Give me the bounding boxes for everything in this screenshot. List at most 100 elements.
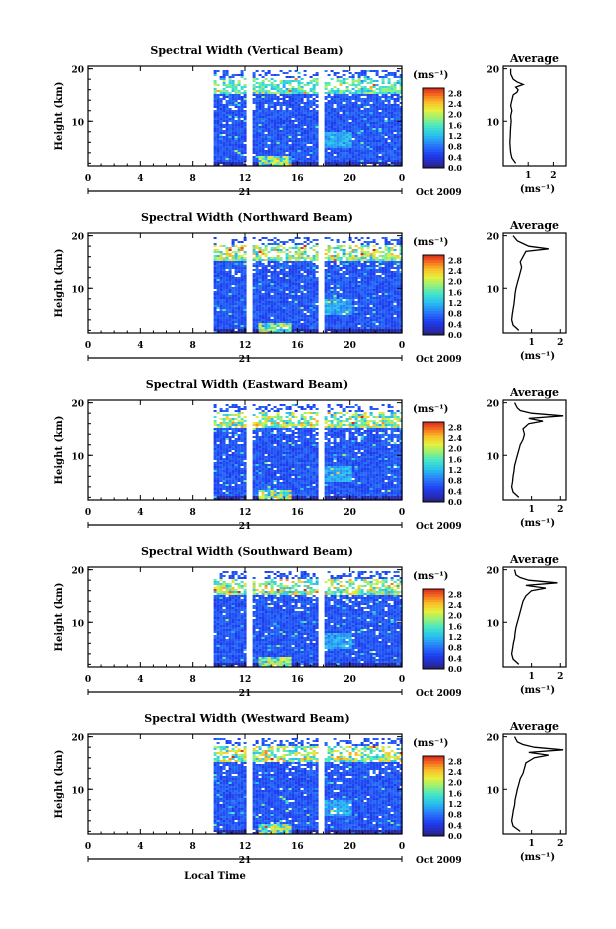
heatmap-cell [303,325,307,327]
heatmap-cell [234,315,238,317]
heatmap-cell [285,273,289,275]
heatmap-cell [357,261,361,263]
heatmap-cell [312,84,316,86]
heatmap-cell [375,96,379,98]
heatmap-cell [372,321,376,323]
heatmap-cell [243,138,247,140]
heatmap-cell [234,279,238,281]
heatmap-cell [276,263,280,265]
heatmap-cell [222,319,226,321]
heatmap-cell [324,114,328,116]
heatmap-cell [300,255,304,257]
heatmap-cell [297,267,301,269]
heatmap-cell [324,88,328,90]
heatmap-cell [360,323,364,325]
heatmap-cell [222,130,226,132]
heatmap-cell [360,325,364,327]
heatmap-cell [363,253,367,255]
heatmap-cell [258,90,262,92]
heatmap-cell [243,134,247,136]
heatmap-cell [219,140,223,142]
heatmap-cell [324,291,328,293]
heatmap-cell [216,140,220,142]
heatmap-cell [255,257,259,259]
heatmap-cell [285,112,289,114]
heatmap-cell [252,134,256,136]
heatmap-cell [339,150,343,152]
heatmap-cell [357,307,361,309]
heatmap-cell [324,138,328,140]
heatmap-cell [270,112,274,114]
heatmap-cell [330,301,334,303]
heatmap-cell [255,162,259,164]
heatmap-cell [309,311,313,313]
heatmap-cell [363,132,367,134]
heatmap-cell [219,76,223,78]
heatmap-cell [234,126,238,128]
heatmap-cell [270,94,274,96]
heatmap-cell [342,98,346,100]
heatmap-cell [225,273,229,275]
heatmap-cell [330,287,334,289]
heatmap-cell [261,267,265,269]
heatmap-cell [294,108,298,110]
heatmap-cell [339,289,343,291]
heatmap-cell [273,285,277,287]
heatmap-cell [252,299,256,301]
heatmap-cell [351,281,355,283]
heatmap-cell [285,275,289,277]
heatmap-cell [366,321,370,323]
heatmap-cell [282,247,286,249]
heatmap-cell [240,156,244,158]
heatmap-cell [252,311,256,313]
heatmap-cell [258,317,262,319]
heatmap-cell [294,251,298,253]
heatmap-cell [312,136,316,138]
heatmap-cell [228,128,232,130]
heatmap-cell [303,120,307,122]
heatmap-cell [348,122,352,124]
heatmap-cell [309,130,313,132]
heatmap-cell [333,96,337,98]
heatmap-cell [261,321,265,323]
heatmap-cell [288,84,292,86]
heatmap-cell [351,283,355,285]
heatmap-cell [375,94,379,96]
heatmap-cell [387,142,391,144]
heatmap-cell [288,239,292,241]
heatmap-cell [216,162,220,164]
heatmap-cell [324,279,328,281]
heatmap-cell [336,124,340,126]
heatmap-cell [285,102,289,104]
heatmap-cell [297,295,301,297]
heatmap-cell [273,148,277,150]
heatmap-cell [312,90,316,92]
heatmap-cell [357,277,361,279]
heatmap-cell [363,277,367,279]
heatmap-cell [315,277,319,279]
heatmap-cell [396,154,400,156]
heatmap-cell [366,317,370,319]
heatmap-cell [345,114,349,116]
heatmap-cell [324,106,328,108]
heatmap-cell [357,247,361,249]
heatmap-cell [315,265,319,267]
heatmap-cell [237,293,241,295]
heatmap-cell [288,301,292,303]
heatmap-cell [399,243,403,245]
heatmap-cell [363,144,367,146]
heatmap-cell [354,291,358,293]
heatmap-cell [288,303,292,305]
heatmap-cell [348,108,352,110]
heatmap-cell [372,104,376,106]
heatmap-cell [390,128,394,130]
heatmap-cell [216,138,220,140]
heatmap-cell [240,114,244,116]
heatmap-cell [222,281,226,283]
heatmap-cell [306,239,310,241]
heatmap-cell [393,150,397,152]
heatmap-cell [276,285,280,287]
heatmap-cell [303,263,307,265]
heatmap-cell [375,120,379,122]
heatmap-cell [393,317,397,319]
